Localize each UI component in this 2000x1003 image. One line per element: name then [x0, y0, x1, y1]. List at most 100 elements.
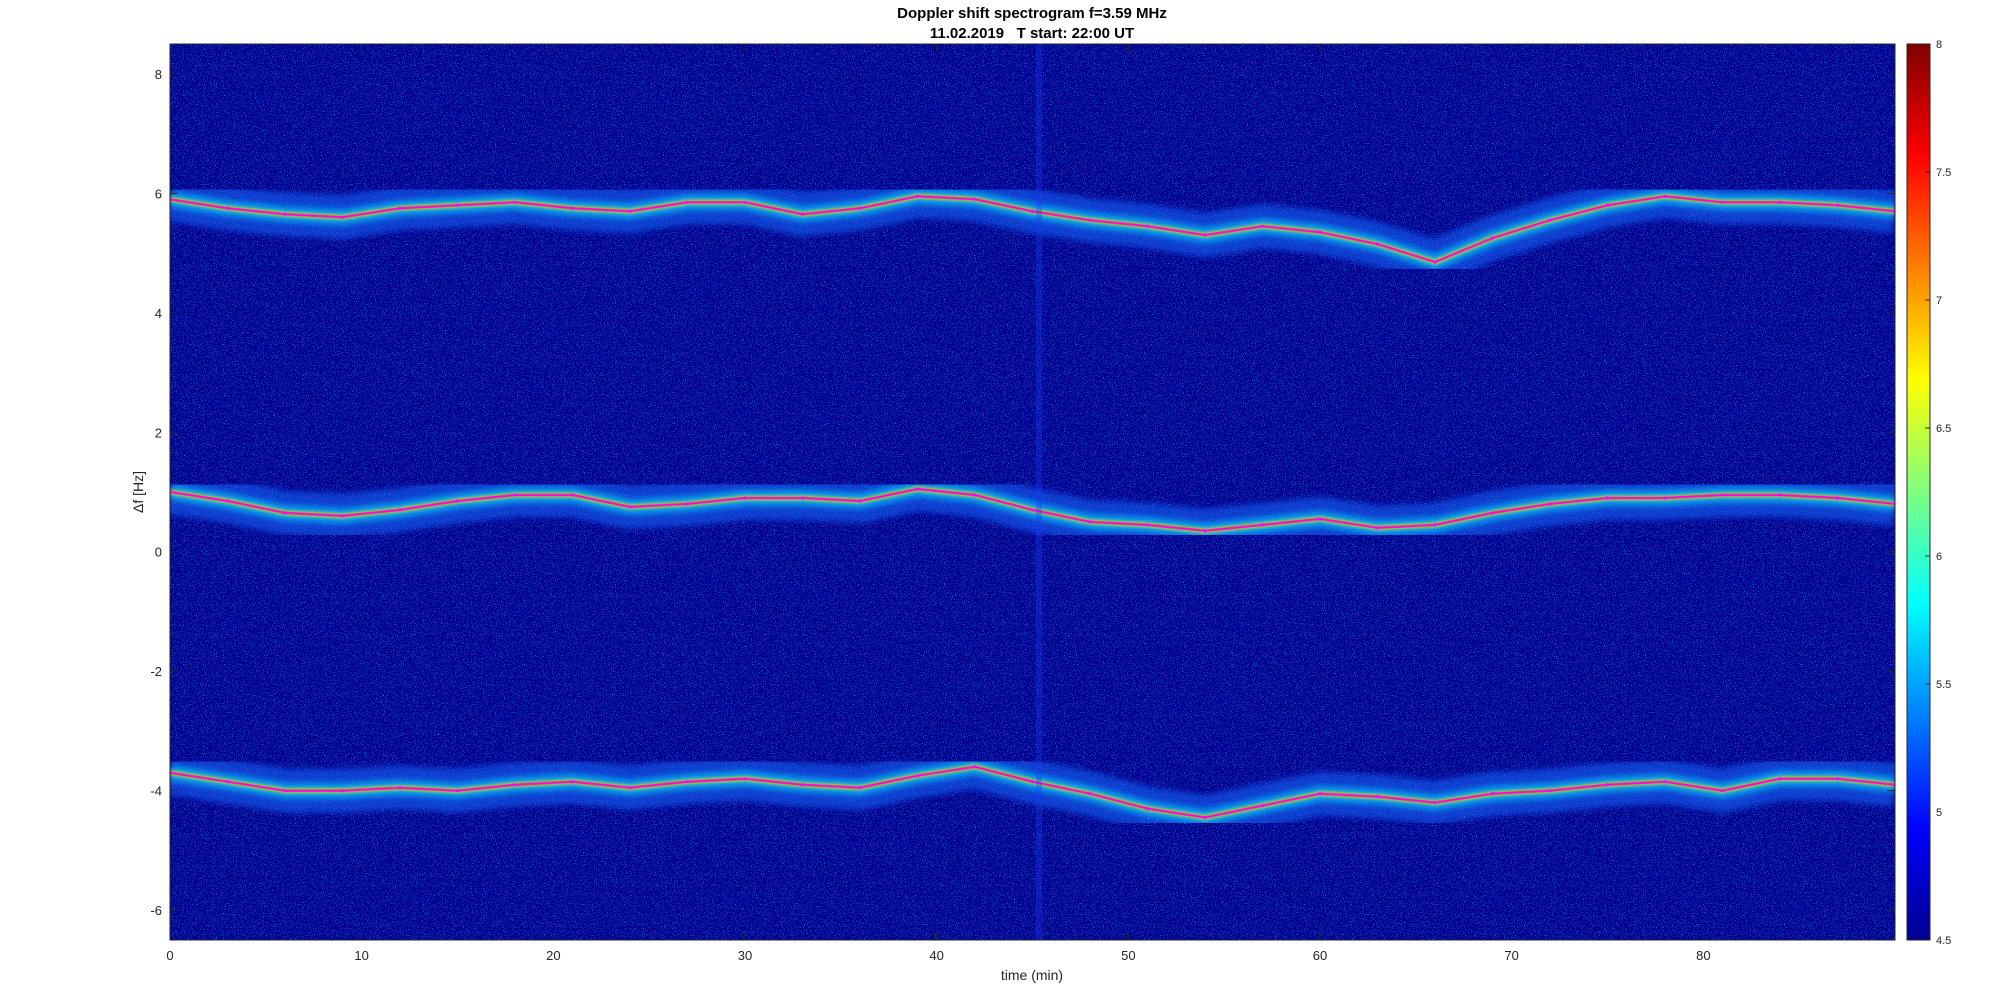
trace-point — [1605, 203, 1610, 207]
x-tick-label: 80 — [1696, 948, 1710, 963]
trace-point — [1835, 496, 1840, 500]
trace-point — [628, 786, 632, 790]
trace-point — [685, 200, 690, 204]
trace-point — [1433, 523, 1437, 527]
trace-point — [915, 774, 920, 778]
trace-point — [628, 209, 632, 213]
trace-point — [1318, 517, 1322, 521]
trace-point — [1375, 795, 1380, 799]
colorbar-tick-label: 8 — [1936, 39, 1942, 51]
x-tick-label: 20 — [546, 948, 560, 963]
trace-point — [1318, 792, 1322, 796]
trace-point — [1145, 523, 1150, 527]
colorbar-tick-label: 7.5 — [1936, 167, 1951, 179]
trace-point — [1490, 792, 1495, 796]
trace-point — [1088, 792, 1092, 796]
y-tick-label: -2 — [150, 664, 162, 679]
trace-point — [1030, 780, 1035, 784]
trace-point — [973, 765, 977, 769]
trace-point — [743, 200, 747, 204]
trace-point — [1088, 218, 1092, 222]
x-tick-label: 10 — [354, 948, 368, 963]
y-tick-label: -4 — [150, 784, 162, 799]
trace-point — [455, 789, 460, 793]
trace-point — [340, 215, 345, 219]
trace-point — [225, 780, 230, 784]
x-tick-label: 0 — [166, 948, 173, 963]
trace-point — [1490, 511, 1495, 515]
x-tick-label: 40 — [929, 948, 943, 963]
colorbar-tick-label: 5 — [1936, 807, 1942, 819]
colorbar-tick-label: 4.5 — [1936, 935, 1951, 947]
trace-point — [858, 206, 862, 210]
trace-point — [1318, 230, 1322, 234]
trace-point — [455, 499, 460, 503]
trace-point — [743, 777, 747, 781]
trace-point — [1203, 815, 1207, 820]
trace-point — [1778, 777, 1782, 781]
x-tick-label: 60 — [1313, 948, 1327, 963]
trace-point — [1720, 200, 1725, 204]
trace-point — [1548, 502, 1552, 506]
trace-point — [915, 487, 920, 491]
colorbar-tick-label: 6.5 — [1936, 423, 1951, 435]
trace-point — [915, 194, 920, 198]
trace-point — [685, 780, 690, 784]
trace-point — [455, 203, 460, 207]
trace-point — [1720, 493, 1725, 497]
trace-point — [225, 206, 230, 210]
trace-point — [973, 493, 977, 497]
trace-point — [283, 511, 287, 515]
trace-point — [858, 786, 862, 790]
x-tick-label: 30 — [738, 948, 752, 963]
trace-point — [1145, 224, 1150, 228]
trace-point — [398, 508, 402, 512]
y-axis-ticks: 8 6 4 2 0 -2 -4 -6 — [150, 67, 1895, 918]
trace-point — [1030, 209, 1035, 213]
trace-point — [743, 496, 747, 500]
trace-point — [1663, 496, 1667, 500]
trace-point — [513, 200, 517, 204]
chart-subtitle: 11.02.2019 T start: 22:00 UT — [930, 25, 1134, 42]
trace-point — [628, 505, 632, 509]
trace-point — [283, 212, 287, 216]
trace-point — [1203, 233, 1207, 237]
colorbar-ticks: 8 7.5 7 6.5 6 5.5 5 4.5 — [1925, 39, 1951, 947]
trace-point — [1375, 526, 1380, 530]
trace-point — [283, 789, 287, 793]
trace-point — [1260, 224, 1265, 228]
trace-point — [1490, 236, 1495, 240]
trace-point — [1145, 806, 1150, 811]
trace-point — [1260, 804, 1265, 808]
trace-point — [1605, 783, 1610, 787]
trace-point — [1433, 260, 1437, 264]
plot-frame — [169, 43, 1896, 941]
plot-area — [170, 44, 1895, 940]
trace-point — [1663, 780, 1667, 784]
trace-point — [1720, 789, 1725, 793]
trace-point — [570, 493, 575, 497]
trace-point — [858, 499, 862, 503]
trace-point — [1030, 508, 1035, 512]
trace-point — [1088, 520, 1092, 524]
trace-point — [513, 783, 517, 787]
x-tick-label: 50 — [1121, 948, 1135, 963]
y-tick-label: -6 — [150, 903, 162, 918]
trace-point — [685, 502, 690, 506]
colorbar-tick-label: 6 — [1936, 551, 1942, 563]
trace-point — [1605, 496, 1610, 500]
trace-point — [398, 786, 402, 790]
trace-point — [570, 780, 575, 784]
colorbar-tick-label: 5.5 — [1936, 679, 1951, 691]
trace-point — [1203, 529, 1207, 533]
colorbar-tick-label: 7 — [1936, 295, 1942, 307]
x-axis-label: time (min) — [1001, 967, 1063, 983]
trace-point — [1778, 200, 1782, 204]
trace-point — [1835, 777, 1840, 781]
trace-point — [1548, 789, 1552, 793]
trace-point — [340, 514, 345, 518]
chart-title: Doppler shift spectrogram f=3.59 MHz — [897, 5, 1167, 22]
trace-point — [1778, 493, 1782, 497]
interference-stripe — [1036, 44, 1042, 940]
